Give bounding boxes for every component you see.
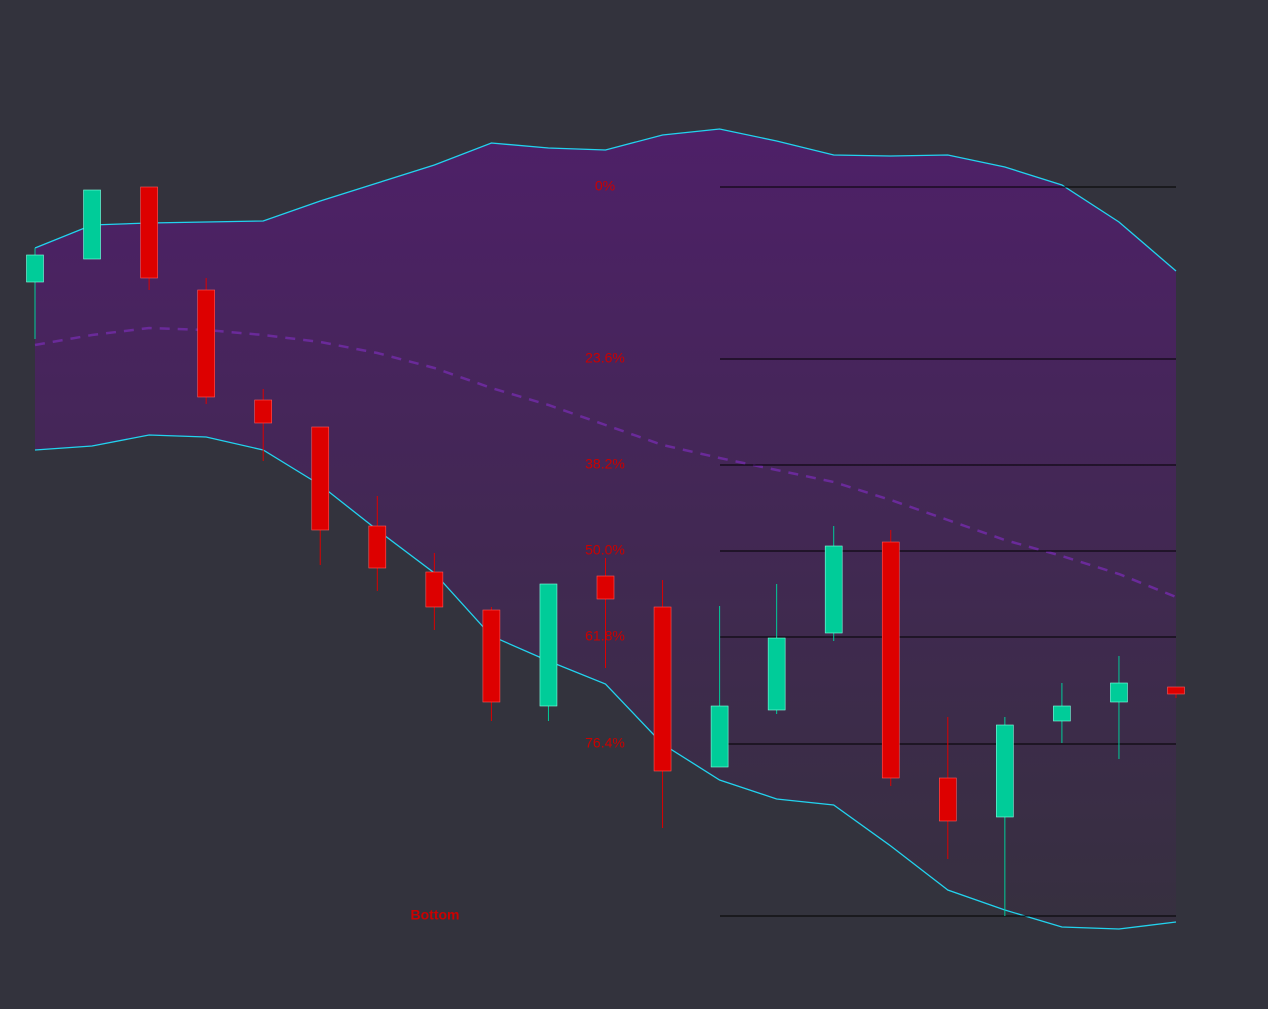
candle-body [767, 637, 786, 711]
candle-body [996, 724, 1014, 818]
candle-body [653, 606, 672, 772]
fib-label: 0% [595, 178, 615, 194]
fib-label: 76.4% [585, 735, 625, 751]
candle-body [596, 575, 615, 600]
candle-body [938, 777, 957, 822]
candle-body [881, 541, 900, 779]
candle-body [425, 571, 444, 608]
candle-body [1167, 686, 1185, 695]
candle-body [254, 399, 272, 424]
fib-label: 50.0% [585, 542, 625, 558]
fib-label: 23.6% [585, 350, 625, 366]
candle-body [1053, 705, 1071, 722]
candle-body [482, 609, 501, 703]
band-upper [34, 128, 1177, 272]
candle-body [824, 545, 843, 634]
candle-body [26, 254, 44, 283]
fib-label: Bottom [411, 907, 460, 923]
band-lower [34, 434, 1177, 930]
candle-body [140, 186, 158, 279]
fib-label: 38.2% [585, 456, 625, 472]
band-middle [34, 326, 1177, 599]
candle-body [1110, 682, 1128, 703]
candle-body [539, 583, 558, 707]
candle-body [311, 426, 330, 531]
candle-body [368, 525, 387, 569]
candle-body [83, 189, 101, 260]
candle-body [197, 289, 215, 398]
candle-body [710, 705, 729, 768]
